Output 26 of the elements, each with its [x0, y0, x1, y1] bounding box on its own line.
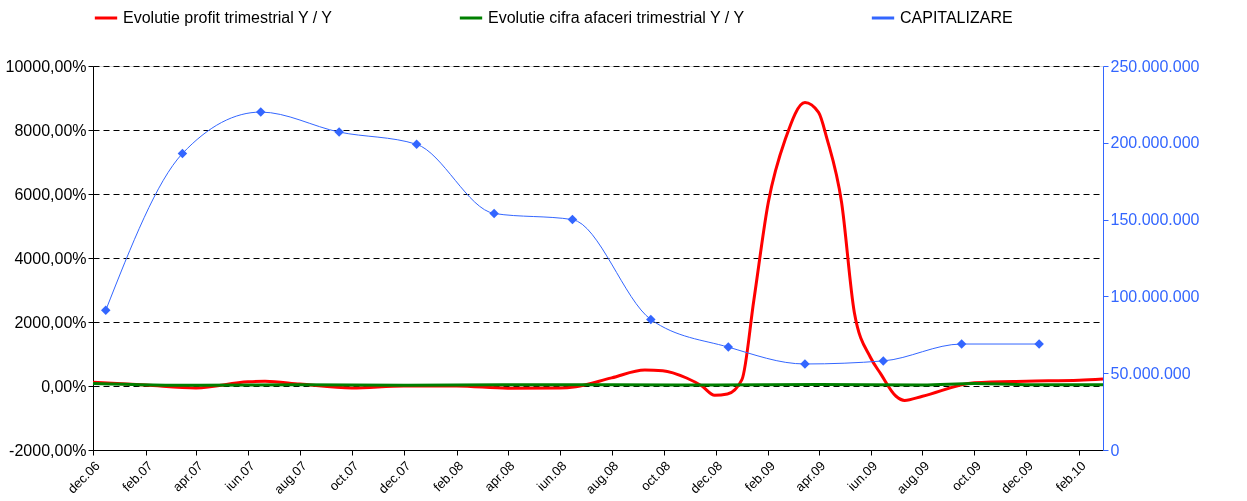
point [489, 208, 499, 219]
point [646, 314, 656, 325]
legend-label: Evolutie cifra afaceri trimestrial Y / Y [488, 9, 745, 26]
legend-label: Evolutie profit trimestrial Y / Y [123, 9, 333, 26]
y-tick-label: 6000,00% [14, 185, 87, 203]
y2-tick-label: 100.000.000 [1110, 287, 1200, 305]
point [956, 339, 967, 349]
point [177, 148, 188, 159]
point [723, 342, 734, 352]
point [567, 214, 578, 225]
y2-tick-label: 0 [1110, 441, 1120, 459]
point [878, 356, 889, 366]
y-tick-label: 0,00% [41, 377, 87, 395]
y2-tick-label: 200.000.000 [1110, 134, 1200, 152]
y-tick-label: 10000,00% [5, 57, 87, 75]
y-tick-label: 4000,00% [14, 249, 87, 267]
legend-label: CAPITALIZARE [900, 9, 1013, 26]
y-tick-label: 8000,00% [14, 121, 87, 139]
y-tick-label: 2000,00% [14, 313, 87, 331]
point [256, 107, 266, 117]
y2-tick-label: 250.000.000 [1110, 57, 1200, 75]
y2-tick-label: 50.000.000 [1110, 364, 1191, 382]
y-tick-label: -2000,00% [9, 441, 87, 459]
y2-tick-label: 150.000.000 [1110, 211, 1200, 229]
point [101, 305, 111, 315]
point [411, 139, 422, 150]
